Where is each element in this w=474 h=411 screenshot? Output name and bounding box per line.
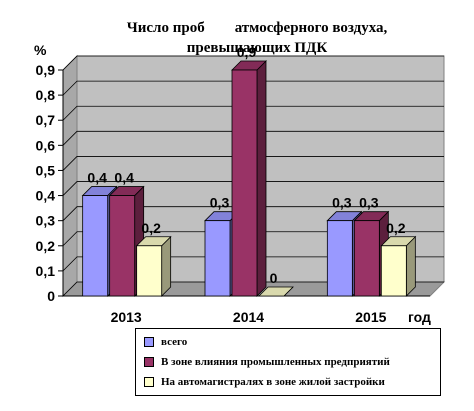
gridline (62, 80, 444, 96)
bar-side (161, 235, 172, 297)
legend-label: В зоне влияния промышленных предприятий (161, 356, 390, 368)
bar (136, 245, 163, 297)
legend-swatch (144, 377, 154, 387)
y-axis-label: % (34, 42, 47, 58)
legend-item: В зоне влияния промышленных предприятий (144, 352, 440, 372)
y-tick-label: 0,3 (36, 213, 56, 229)
chart-title-line-1: Число проб атмосферного воздуха, (126, 20, 388, 36)
legend-item: На автомагистралях в зоне жилой застройк… (144, 372, 440, 392)
bar (231, 69, 258, 297)
gridline (62, 231, 444, 247)
data-label: 0,3 (332, 195, 352, 211)
data-label: 0 (270, 270, 278, 286)
legend-item: всего (144, 332, 440, 352)
y-tick-label: 0,5 (36, 162, 56, 178)
data-label: 0,2 (141, 220, 161, 236)
data-label: 0,4 (87, 170, 107, 186)
bar-top (258, 286, 294, 297)
gridline (62, 130, 444, 146)
legend-label: На автомагистралях в зоне жилой застройк… (161, 376, 385, 388)
legend-swatch (144, 357, 154, 367)
gridline (62, 256, 444, 272)
bar-side (256, 60, 267, 297)
bar (380, 245, 407, 297)
bar (326, 220, 353, 297)
plot-side-wall (62, 54, 78, 298)
data-label: 0,2 (386, 220, 406, 236)
bar (109, 195, 136, 297)
gridline (62, 281, 444, 297)
chart-title-line-2: превышающих ПДК (186, 40, 328, 56)
y-tick-label: 0,7 (36, 112, 56, 128)
data-label: 0,3 (210, 195, 230, 211)
data-label: 0,3 (359, 195, 379, 211)
y-tick-label: 0,1 (36, 263, 56, 279)
y-tick-label: 0,6 (36, 137, 56, 153)
legend-label: всего (161, 336, 188, 348)
data-label: 0,4 (114, 170, 134, 186)
gridline (62, 55, 444, 71)
legend-swatch (144, 337, 154, 347)
y-tick-label: 0,8 (36, 87, 56, 103)
gridline (62, 206, 444, 221)
chart-legend: всего В зоне влияния промышленных предпр… (135, 328, 441, 396)
x-tick-label: 2015 (355, 309, 386, 325)
bar (204, 220, 231, 297)
bar (353, 220, 380, 297)
x-tick-label: 2013 (111, 309, 142, 325)
bar-side (405, 235, 416, 297)
x-axis-label: год (408, 309, 431, 325)
data-label: 0,9 (237, 44, 257, 60)
x-tick-label: 2014 (233, 309, 264, 325)
y-tick-label: 0,4 (36, 188, 56, 204)
gridline (62, 156, 444, 171)
y-tick-label: 0,2 (36, 238, 56, 254)
y-tick-label: 0,9 (36, 62, 56, 78)
bar (82, 195, 109, 297)
gridline (62, 105, 444, 121)
y-tick-label: 0 (47, 288, 55, 304)
gridline (62, 181, 444, 196)
